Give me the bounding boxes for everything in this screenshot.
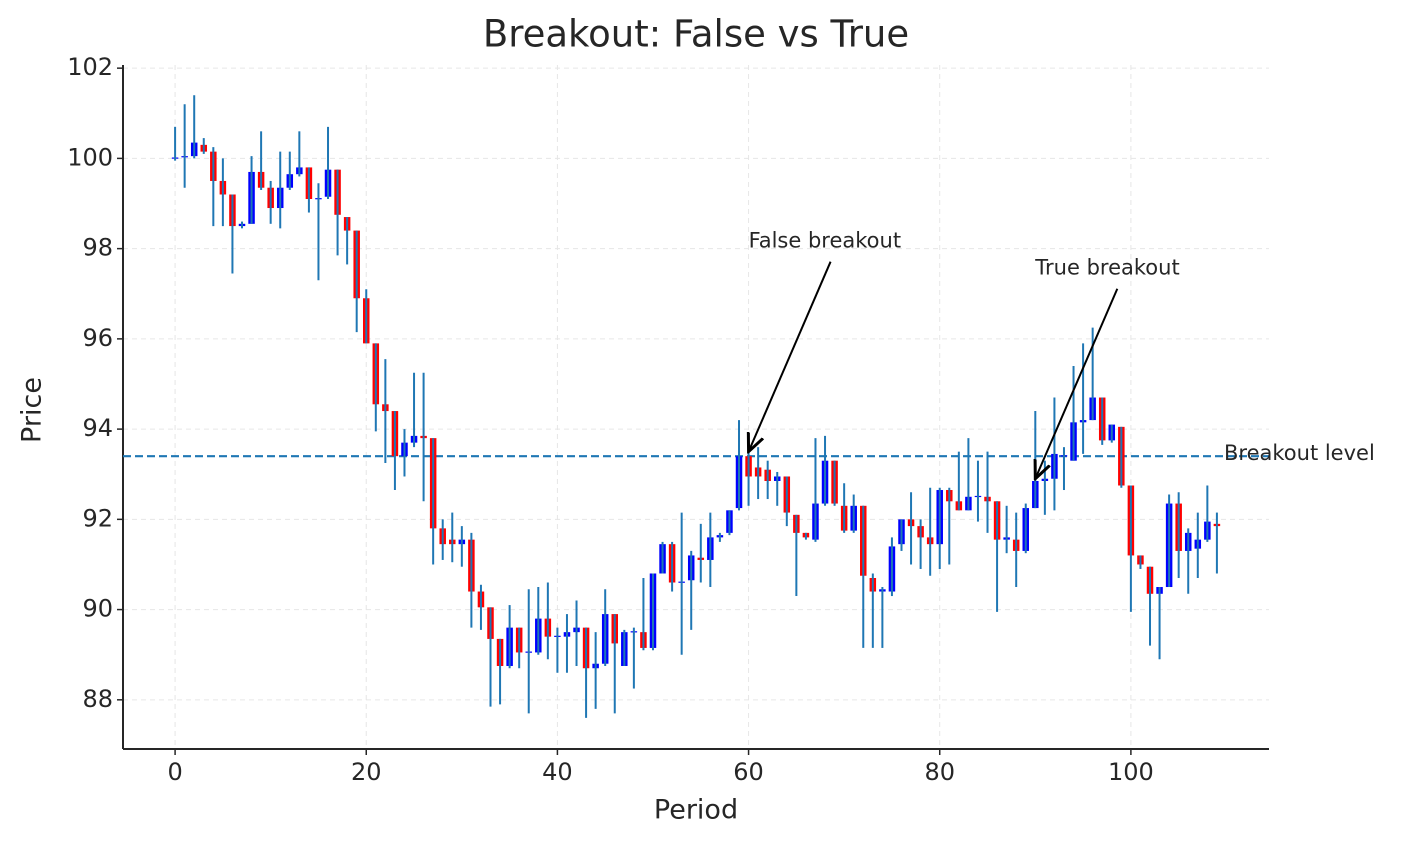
reference-label: Breakout level — [1224, 441, 1375, 465]
y-tick-label: 96 — [82, 324, 113, 352]
x-tick-label: 40 — [542, 758, 573, 786]
y-axis-label: Price — [17, 377, 48, 443]
y-tick-label: 94 — [82, 414, 113, 442]
y-tick-label: 102 — [67, 53, 113, 81]
x-tick-label: 100 — [1108, 758, 1154, 786]
chart-title: Breakout: False vs True — [483, 13, 909, 56]
annotation-arrow — [1035, 288, 1119, 479]
y-tick-label: 90 — [82, 595, 113, 623]
y-tick-label: 92 — [82, 504, 113, 532]
x-tick-label: 60 — [733, 758, 764, 786]
y-tick-label: 98 — [82, 234, 113, 262]
y-tick-label: 88 — [82, 685, 113, 713]
x-tick-label: 0 — [167, 758, 182, 786]
annotation-arrow — [749, 261, 832, 452]
annotation: True breakout — [1034, 256, 1179, 280]
annotation: False breakout — [749, 229, 902, 253]
y-tick-label: 100 — [67, 143, 113, 171]
x-tick-label: 80 — [924, 758, 955, 786]
x-tick-label: 20 — [351, 758, 382, 786]
x-axis-label: Period — [654, 795, 738, 826]
